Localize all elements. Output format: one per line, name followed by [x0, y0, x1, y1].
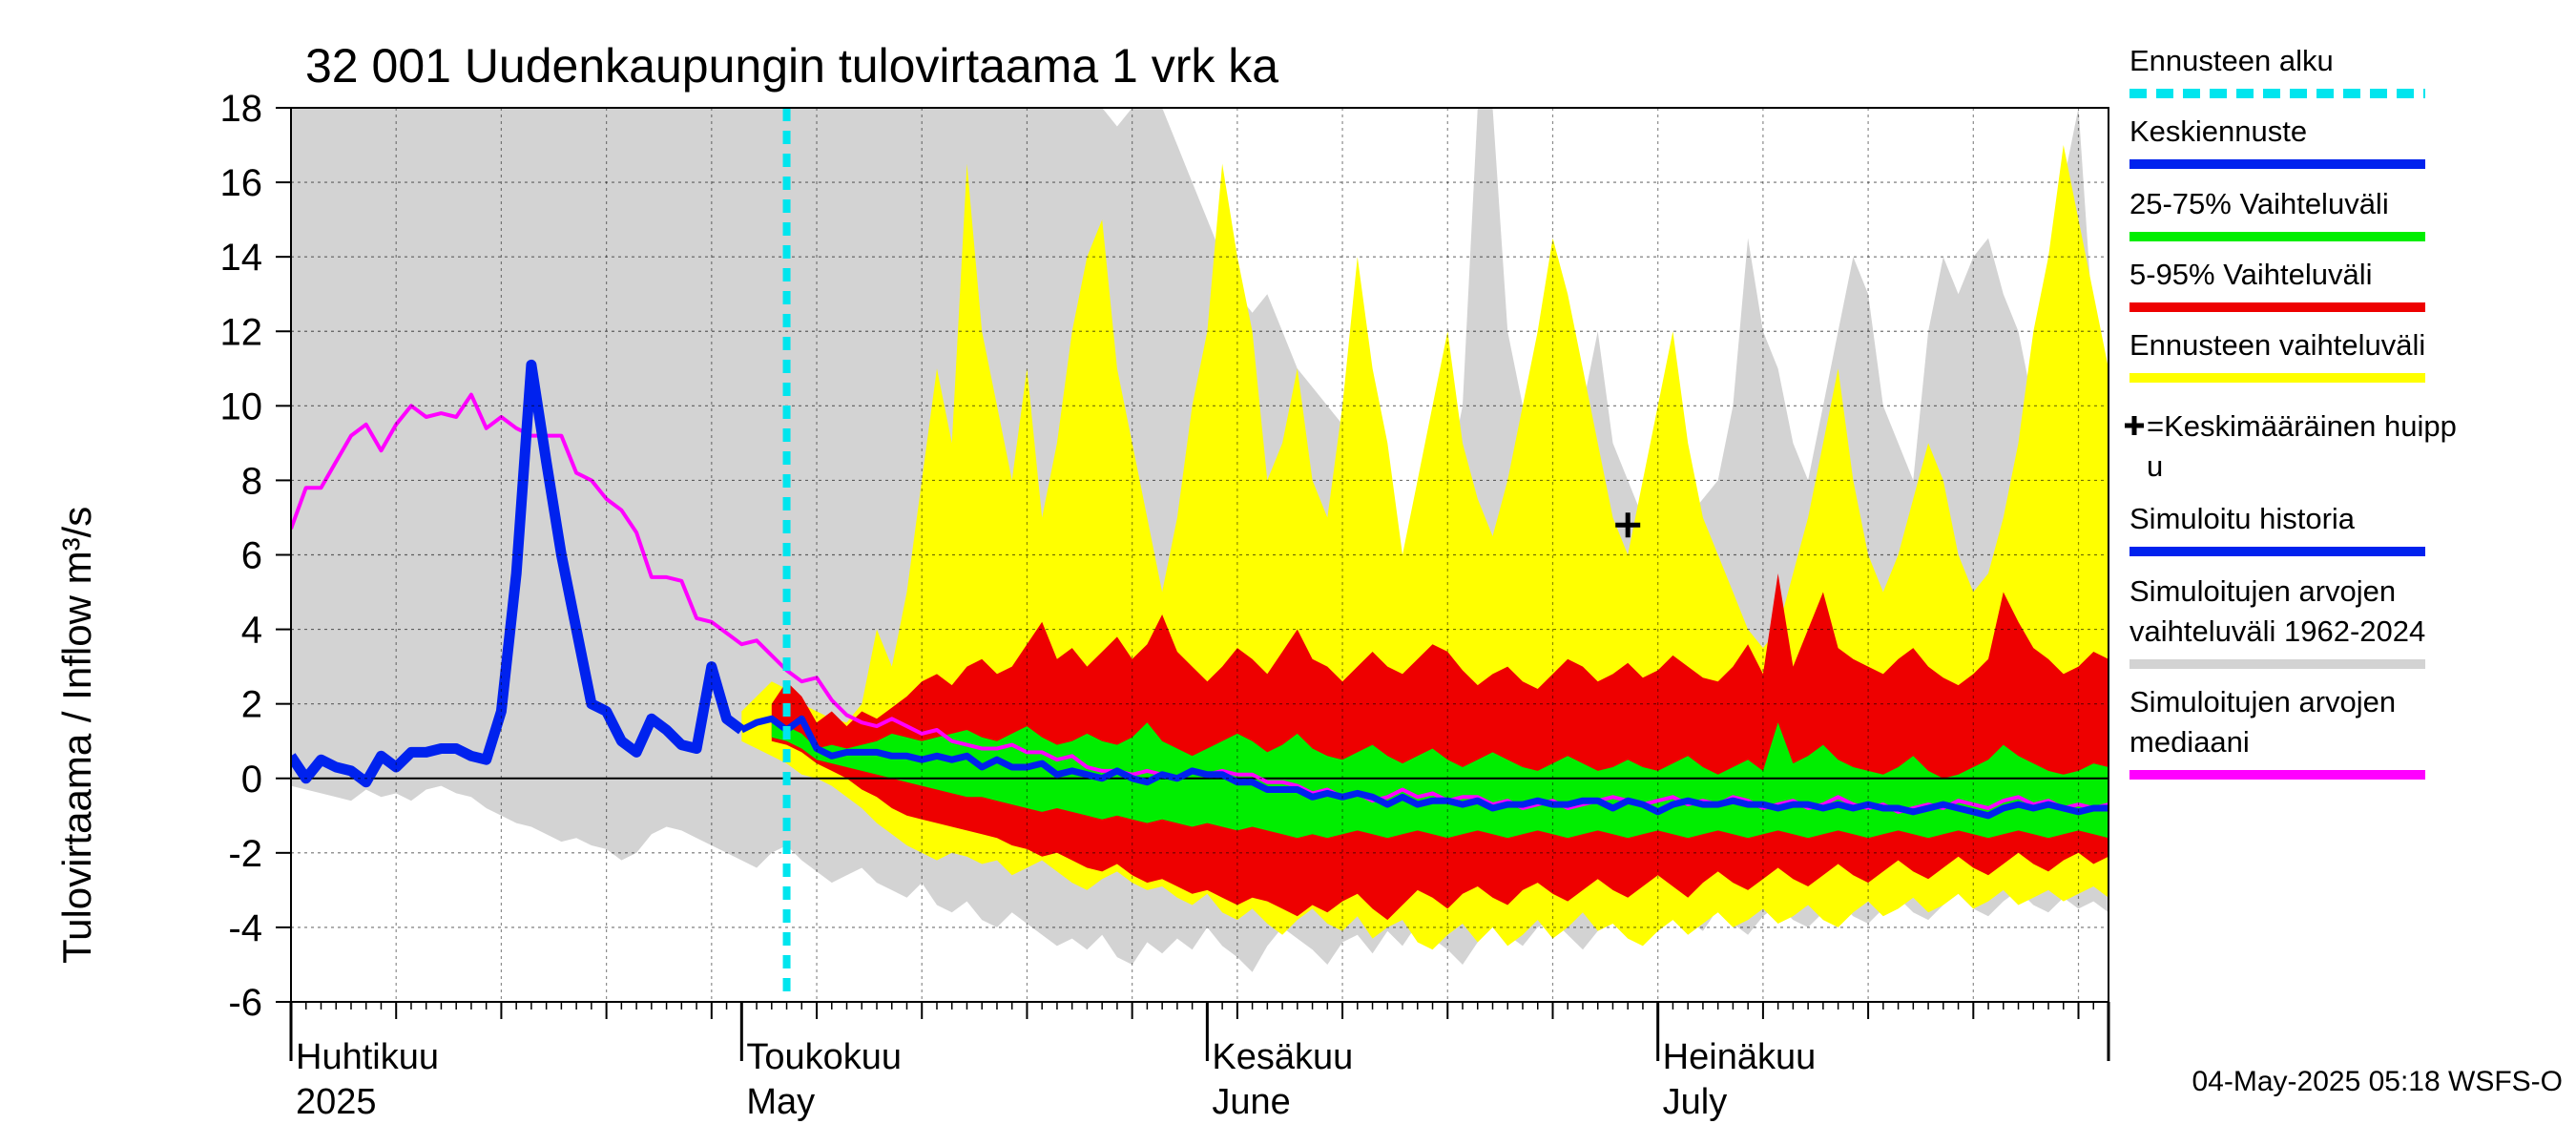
x-month-sublabel: 2025 — [296, 1082, 377, 1122]
timestamp-footer: 04-May-2025 05:18 WSFS-O — [2192, 1066, 2564, 1097]
legend-item-history_range: Simuloitujen arvojen vaihteluväli 1962-20… — [2129, 574, 2425, 669]
x-month-sublabel: July — [1663, 1082, 1728, 1122]
legend-item-forecast_mean: Keskiennuste — [2129, 114, 2425, 169]
plot-area — [290, 107, 2109, 1003]
legend-item-mean_peak: =Keskimääräinen huipp u — [2125, 409, 2457, 483]
legend-label: Simuloitujen arvojen — [2129, 685, 2396, 718]
legend-item-forecast_range: Ennusteen vaihteluväli — [2129, 328, 2425, 383]
legend-label: 25-75% Vaihteluväli — [2129, 187, 2389, 220]
legend-item-median: Simuloitujen arvojen mediaani — [2129, 685, 2425, 780]
legend-label: Ennusteen alku — [2129, 44, 2334, 77]
x-axis: Huhtikuu 2025 Toukokuu May Kesäkuu June Heinäk… — [289, 1002, 2110, 1122]
y-tick-label: 4 — [241, 610, 262, 652]
y-tick-label: 6 — [241, 535, 262, 577]
y-tick-label: 14 — [220, 237, 263, 279]
y-tick-label: 0 — [241, 759, 262, 801]
legend-label: u — [2147, 449, 2163, 483]
legend: Ennusteen alku Keskiennuste 25-75% Vaihtel… — [2125, 44, 2457, 780]
legend-item-range_5_95: 5-95% Vaihteluväli — [2129, 258, 2425, 312]
y-tick-label: 2 — [241, 684, 262, 726]
legend-item-range_25_75: 25-75% Vaihteluväli — [2129, 187, 2425, 241]
y-axis-label: Tulovirtaama / Inflow m³/s — [54, 507, 99, 964]
legend-label: Simuloitu historia — [2129, 502, 2356, 535]
y-tick-label: -4 — [228, 907, 262, 949]
chart-title: 32 001 Uudenkaupungin tulovirtaama 1 vrk… — [305, 39, 1278, 93]
y-tick-label: 8 — [241, 460, 262, 502]
legend-item-forecast_start: Ennusteen alku — [2129, 44, 2425, 98]
mean-peak-marker — [1615, 512, 1641, 538]
y-tick-label: 18 — [220, 88, 263, 130]
y-tick-label: -2 — [228, 833, 262, 875]
legend-label: Keskiennuste — [2129, 114, 2307, 148]
legend-label: =Keskimääräinen huipp — [2147, 409, 2457, 443]
legend-label: Ennusteen vaihteluväli — [2129, 328, 2425, 362]
legend-label: mediaani — [2129, 725, 2250, 759]
y-tick-label: 10 — [220, 385, 263, 427]
x-month-sublabel: May — [746, 1082, 815, 1122]
legend-label: vaihteluväli 1962-2024 — [2129, 614, 2425, 648]
x-month-label: Toukokuu — [746, 1037, 902, 1077]
y-axis: -6 -4 -2 0 2 4 6 8 10 12 14 16 18 — [220, 88, 291, 1024]
legend-label: 5-95% Vaihteluväli — [2129, 258, 2372, 291]
forecast-mean-line — [739, 715, 2109, 820]
x-month-label: Kesäkuu — [1212, 1037, 1353, 1077]
history-line — [291, 359, 745, 788]
legend-label: Simuloitujen arvojen — [2129, 574, 2396, 608]
y-tick-label: 12 — [220, 311, 263, 353]
x-month-sublabel: June — [1212, 1082, 1290, 1122]
y-tick-label: 16 — [220, 162, 263, 204]
range-5-95-band — [771, 573, 2109, 921]
y-tick-label: -6 — [228, 982, 262, 1024]
legend-item-history: Simuloitu historia — [2129, 502, 2425, 556]
x-month-label: Heinäkuu — [1663, 1037, 1817, 1077]
x-month-label: Huhtikuu — [296, 1037, 439, 1077]
